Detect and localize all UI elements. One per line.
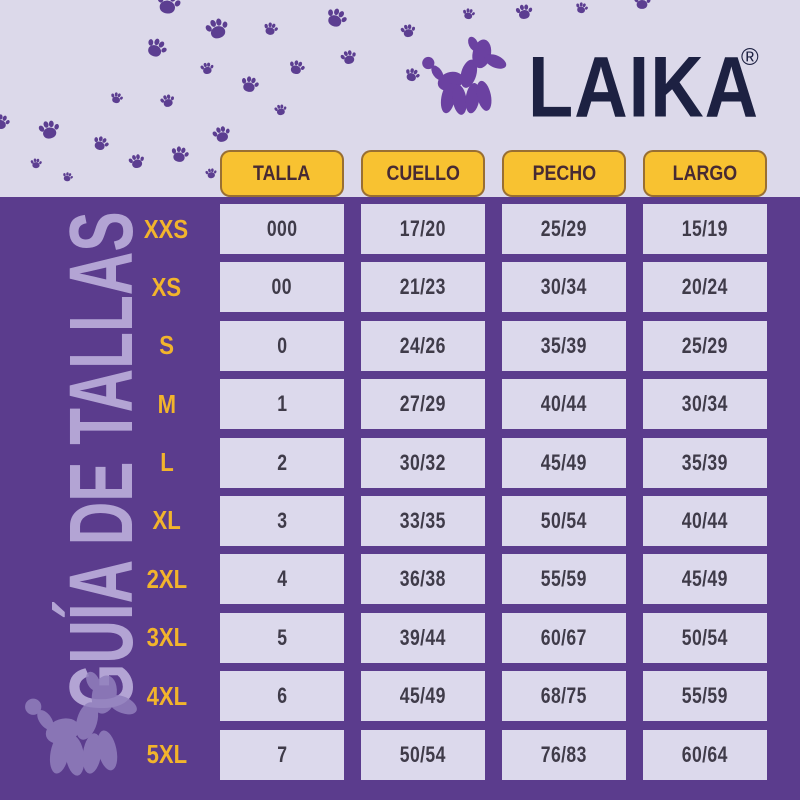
table-row: L 2 30/32 45/49 35/39 xyxy=(130,437,767,488)
registered-trademark-symbol: ® xyxy=(741,44,759,71)
size-label: M xyxy=(157,388,176,419)
table-row: 2XL 4 36/38 55/59 45/49 xyxy=(130,554,767,605)
table-row: XS 00 21/23 30/34 20/24 xyxy=(130,262,767,313)
paw-print-icon xyxy=(202,15,232,43)
column-header-largo: LARGO xyxy=(643,150,767,197)
paw-print-icon xyxy=(273,103,288,117)
cuello-cell: 30/32 xyxy=(361,437,485,488)
size-label: XS xyxy=(151,271,182,302)
talla-cell: 1 xyxy=(220,379,344,430)
cuello-cell: 50/54 xyxy=(361,729,485,780)
cuello-cell: 27/29 xyxy=(361,379,485,430)
size-label: 4XL xyxy=(146,680,187,711)
largo-cell: 60/64 xyxy=(643,729,767,780)
cuello-cell: 36/38 xyxy=(361,554,485,605)
largo-cell: 20/24 xyxy=(643,262,767,313)
largo-cell: 50/54 xyxy=(643,612,767,663)
cuello-cell: 45/49 xyxy=(361,671,485,722)
paw-print-icon xyxy=(126,152,146,171)
cuello-cell: 24/26 xyxy=(361,320,485,371)
size-label: XL xyxy=(152,505,181,536)
size-table-body: XXS 000 17/20 25/29 15/19 XS 00 21/23 30… xyxy=(130,204,767,788)
talla-cell: 3 xyxy=(220,495,344,546)
paw-print-icon xyxy=(514,3,534,21)
pecho-cell: 55/59 xyxy=(502,554,626,605)
paw-print-icon xyxy=(338,48,359,68)
largo-cell: 55/59 xyxy=(643,671,767,722)
brand-logo-text: LAIKA xyxy=(528,38,760,136)
column-header-pecho: PECHO xyxy=(502,150,626,197)
balloon-dog-icon xyxy=(416,34,520,118)
paw-print-icon xyxy=(199,61,215,76)
size-label: L xyxy=(159,447,174,478)
paw-print-icon xyxy=(0,112,11,131)
paw-print-icon xyxy=(574,1,589,15)
cuello-cell: 17/20 xyxy=(361,204,485,254)
pecho-cell: 50/54 xyxy=(502,495,626,546)
pecho-cell: 35/39 xyxy=(502,320,626,371)
table-row: S 0 24/26 35/39 25/29 xyxy=(130,320,767,371)
size-label: 2XL xyxy=(146,563,187,594)
pecho-cell: 60/67 xyxy=(502,612,626,663)
paw-print-icon xyxy=(461,7,476,21)
column-header-cuello: CUELLO xyxy=(361,150,485,197)
talla-cell: 00 xyxy=(220,262,344,313)
paw-print-icon xyxy=(238,74,260,95)
cuello-cell: 39/44 xyxy=(361,612,485,663)
table-header-row: TALLA CUELLO PECHO LARGO xyxy=(220,150,767,197)
paw-print-icon xyxy=(153,0,183,17)
talla-cell: 7 xyxy=(220,729,344,780)
paw-print-icon xyxy=(286,58,306,77)
paw-print-icon xyxy=(399,22,418,39)
paw-print-icon xyxy=(158,92,177,110)
table-row: XL 3 33/35 50/54 40/44 xyxy=(130,495,767,546)
largo-cell: 25/29 xyxy=(643,320,767,371)
largo-cell: 40/44 xyxy=(643,495,767,546)
paw-print-icon xyxy=(210,123,233,145)
largo-cell: 35/39 xyxy=(643,437,767,488)
pecho-cell: 76/83 xyxy=(502,729,626,780)
table-row: 4XL 6 45/49 68/75 55/59 xyxy=(130,671,767,722)
paw-print-icon xyxy=(142,34,170,61)
size-label: 5XL xyxy=(146,739,187,770)
largo-cell: 45/49 xyxy=(643,554,767,605)
paw-print-icon xyxy=(169,144,191,164)
largo-cell: 15/19 xyxy=(643,204,767,254)
pecho-cell: 45/49 xyxy=(502,437,626,488)
size-label: S xyxy=(159,330,174,361)
talla-cell: 6 xyxy=(220,671,344,722)
table-row: 3XL 5 39/44 60/67 50/54 xyxy=(130,612,767,663)
cuello-cell: 33/35 xyxy=(361,495,485,546)
talla-cell: 2 xyxy=(220,437,344,488)
size-label: 3XL xyxy=(146,622,187,653)
talla-cell: 0 xyxy=(220,320,344,371)
paw-print-icon xyxy=(36,118,62,142)
paw-print-icon xyxy=(30,158,42,169)
talla-cell: 5 xyxy=(220,612,344,663)
talla-cell: 000 xyxy=(220,204,344,254)
paw-print-icon xyxy=(61,171,74,184)
largo-cell: 30/34 xyxy=(643,379,767,430)
cuello-cell: 21/23 xyxy=(361,262,485,313)
table-row: 5XL 7 50/54 76/83 60/64 xyxy=(130,729,767,780)
pecho-cell: 25/29 xyxy=(502,204,626,254)
paw-print-icon xyxy=(262,21,280,38)
size-label: XXS xyxy=(144,213,189,244)
paw-print-icon xyxy=(322,5,350,32)
talla-cell: 4 xyxy=(220,554,344,605)
pecho-cell: 30/34 xyxy=(502,262,626,313)
paw-print-icon xyxy=(90,134,111,154)
paw-print-icon xyxy=(109,91,124,105)
table-row: XXS 000 17/20 25/29 15/19 xyxy=(130,204,767,254)
table-row: M 1 27/29 40/44 30/34 xyxy=(130,379,767,430)
pecho-cell: 40/44 xyxy=(502,379,626,430)
pecho-cell: 68/75 xyxy=(502,671,626,722)
column-header-talla: TALLA xyxy=(220,150,344,197)
paw-print-icon xyxy=(204,167,218,180)
paw-print-icon xyxy=(633,0,651,10)
